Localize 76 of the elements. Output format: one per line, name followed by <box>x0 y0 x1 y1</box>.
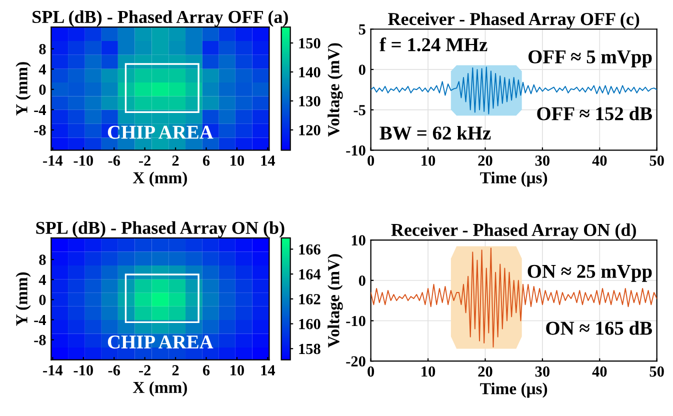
x-axis-title: Time (μs) <box>480 382 548 398</box>
annotation: BW = 62 kHz <box>380 126 491 140</box>
x-tick-label: 50 <box>650 366 664 377</box>
x-tick-label: 2 <box>172 156 179 166</box>
x-tick-label: 6 <box>202 156 210 166</box>
color-bar-label: 160 <box>299 318 320 330</box>
x-tick-label: 30 <box>535 366 550 377</box>
y-tick-label: 0 <box>358 64 366 75</box>
x-tick-label: 40 <box>592 155 607 166</box>
x-tick-label: 50 <box>650 155 664 166</box>
chart-title: SPL (dB) - Phased Array OFF (a) <box>32 10 288 27</box>
color-bar-label: 166 <box>299 244 320 255</box>
annotation: CHIP AREA <box>108 336 214 349</box>
y-axis-title: Y (mm) <box>16 62 31 116</box>
annotation: ON ≈ 165 dB <box>546 321 652 335</box>
x-axis-title: Time (μs) <box>480 172 548 187</box>
x-tick-label: 10 <box>422 155 436 166</box>
x-tick-label: -6 <box>108 156 120 166</box>
x-tick-label: 14 <box>261 365 276 376</box>
chart-title: Receiver - Phased Array ON (d) <box>391 223 636 240</box>
x-tick-label: 40 <box>592 366 607 377</box>
x-tick-label: 10 <box>422 366 436 377</box>
x-tick-label: -14 <box>43 156 63 166</box>
x-tick-label: 20 <box>478 366 492 377</box>
chart-title: Receiver - Phased Array OFF (c) <box>388 12 640 29</box>
color-bar-label: 162 <box>299 294 320 304</box>
x-tick-label: 30 <box>535 155 550 166</box>
y-tick-label: 4 <box>38 274 46 285</box>
x-tick-label: 2 <box>172 365 179 376</box>
chart-title: SPL (dB) - Phased Array ON (b) <box>36 221 284 238</box>
color-bar-label: 130 <box>299 96 320 106</box>
x-tick-label: 14 <box>261 156 276 166</box>
x-axis-title: X (mm) <box>132 172 187 187</box>
x-tick-label: 0 <box>368 366 374 377</box>
y-tick-label: 8 <box>39 44 46 54</box>
annotation: CHIP AREA <box>108 126 214 139</box>
y-tick-label: 10 <box>352 235 366 246</box>
y-tick-label: -8 <box>34 334 46 346</box>
y-tick-label: -10 <box>346 316 366 326</box>
y-tick-label: 0 <box>358 276 366 286</box>
x-tick-label: -14 <box>43 365 63 376</box>
y-tick-label: 5 <box>358 24 366 35</box>
y-tick-label: -20 <box>346 356 366 367</box>
annotation: ON ≈ 25 mVpp <box>528 264 652 282</box>
x-tick-label: 6 <box>202 365 210 376</box>
color-bar-label: 150 <box>299 38 320 48</box>
x-axis-title: X (mm) <box>132 381 187 396</box>
y-tick-label: 0 <box>39 294 46 306</box>
y-axis-title: Y (mm) <box>16 272 31 326</box>
y-tick-label: -4 <box>34 314 46 326</box>
line-series <box>370 248 657 348</box>
y-tick-label: -10 <box>346 145 366 156</box>
x-tick-label: -10 <box>74 365 93 376</box>
y-tick-label: 4 <box>38 64 46 74</box>
y-axis-title: Voltage (mV) <box>328 254 343 348</box>
x-tick-label: 10 <box>230 365 244 376</box>
x-tick-label: -2 <box>139 156 151 166</box>
color-bar-label: 140 <box>299 67 320 78</box>
x-tick-label: 0 <box>368 155 374 166</box>
color-bar-label: 164 <box>299 269 321 280</box>
y-axis-title: Voltage (mV) <box>328 43 343 137</box>
annotation: f = 1.24 MHz <box>380 37 488 52</box>
y-tick-label: -8 <box>34 125 46 136</box>
x-tick-label: 10 <box>230 155 244 166</box>
y-tick-label: 8 <box>39 254 46 265</box>
color-bar-label: 120 <box>299 125 320 136</box>
x-tick-label: -10 <box>74 155 93 166</box>
color-bar-label: 158 <box>299 344 320 354</box>
x-tick-label: -2 <box>139 365 151 376</box>
y-tick-label: -5 <box>354 105 366 116</box>
x-tick-label: -6 <box>108 365 120 376</box>
x-tick-label: 20 <box>478 155 492 166</box>
y-tick-label: -4 <box>34 104 46 115</box>
y-tick-label: 0 <box>39 84 46 95</box>
annotation: OFF ≈ 5 mVpp <box>528 50 652 68</box>
annotation: OFF ≈ 152 dB <box>537 106 652 120</box>
